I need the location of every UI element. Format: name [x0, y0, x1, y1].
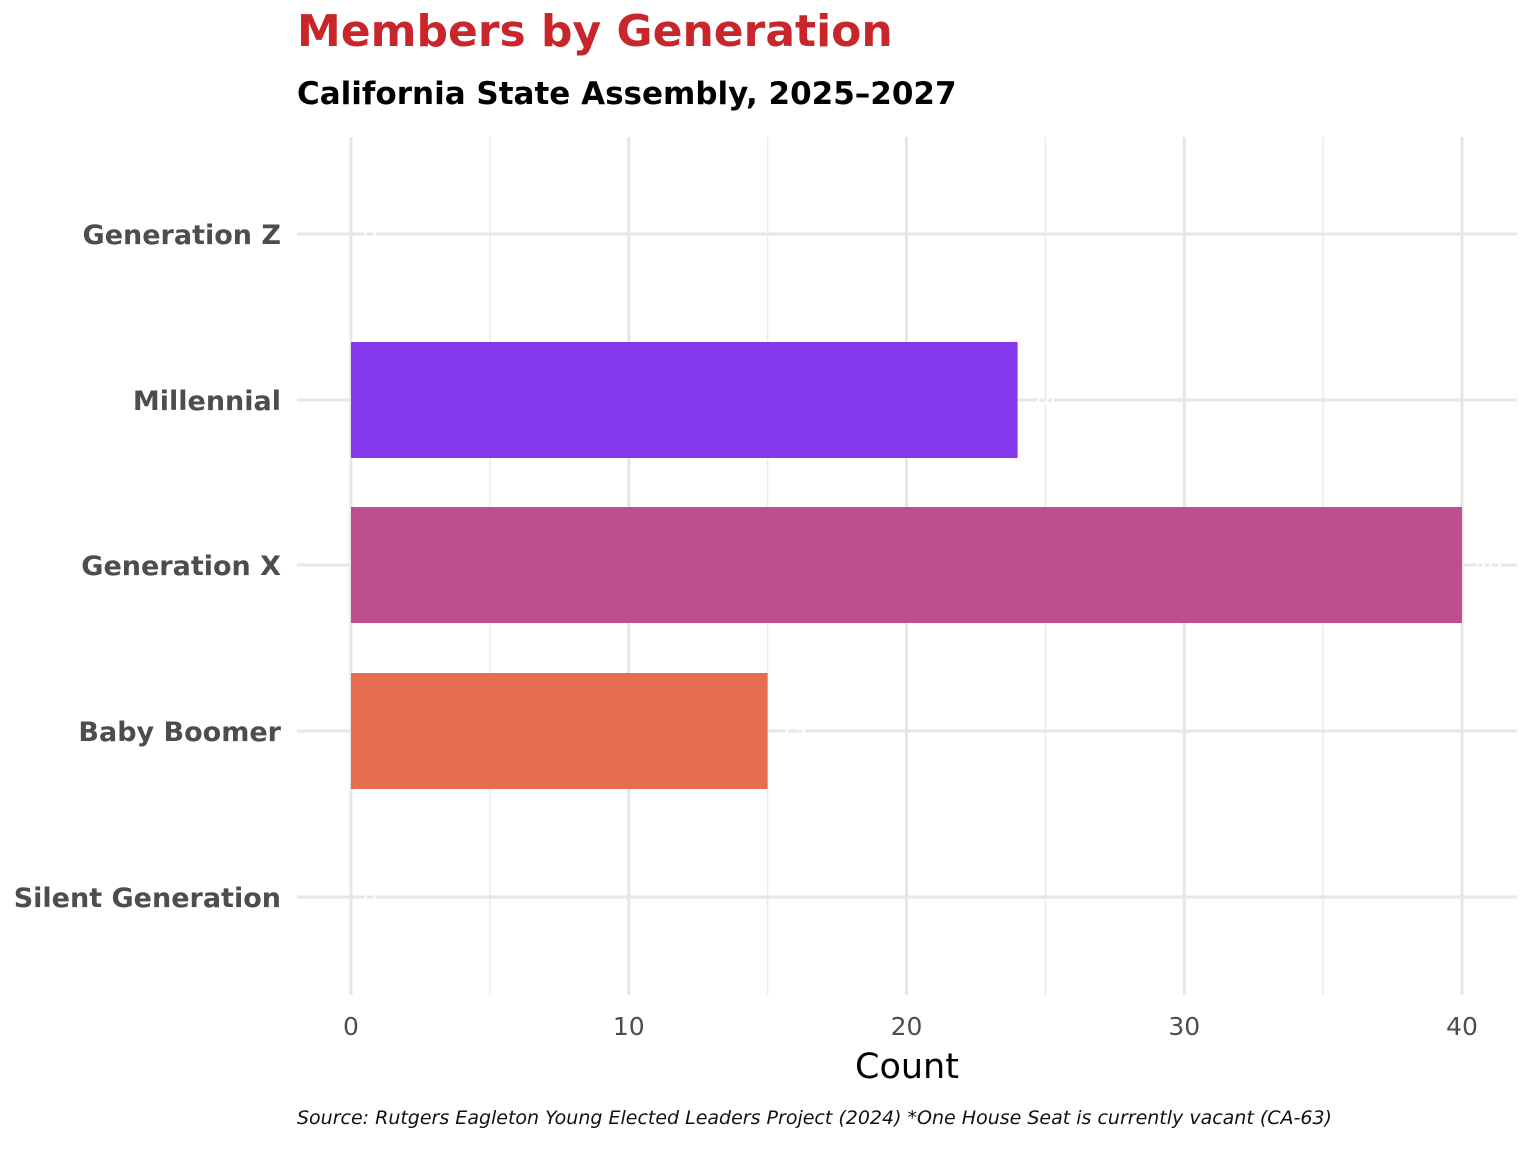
bar-generation-x: [351, 507, 1462, 623]
x-tick-label: 10: [613, 1012, 645, 1041]
y-tick-label: Baby Boomer: [78, 717, 281, 748]
x-tick-label: 30: [1168, 1012, 1200, 1041]
x-axis-label: Count: [855, 1047, 959, 1087]
y-tick-label: Silent Generation: [14, 883, 281, 914]
data-label: 0: [363, 223, 377, 248]
y-tick-label: Generation X: [81, 551, 281, 582]
y-tick-label: Millennial: [133, 386, 281, 417]
x-tick-label: 40: [1446, 1012, 1478, 1041]
data-label: 24: [1030, 389, 1058, 414]
data-label: 15: [780, 720, 808, 745]
chart-title: Members by Generation: [297, 6, 893, 57]
source-caption: Source: Rutgers Eagleton Young Elected L…: [297, 1107, 1332, 1129]
x-tick-label: 20: [891, 1012, 923, 1041]
bar-millennial: [351, 342, 1018, 458]
bar-baby-boomer: [351, 673, 768, 789]
y-tick-label: Generation Z: [83, 220, 281, 251]
data-label: 40: [1474, 554, 1502, 579]
chart-subtitle: California State Assembly, 2025–2027: [297, 76, 957, 112]
data-label: 0: [363, 886, 377, 911]
x-tick-label: 0: [343, 1012, 359, 1041]
